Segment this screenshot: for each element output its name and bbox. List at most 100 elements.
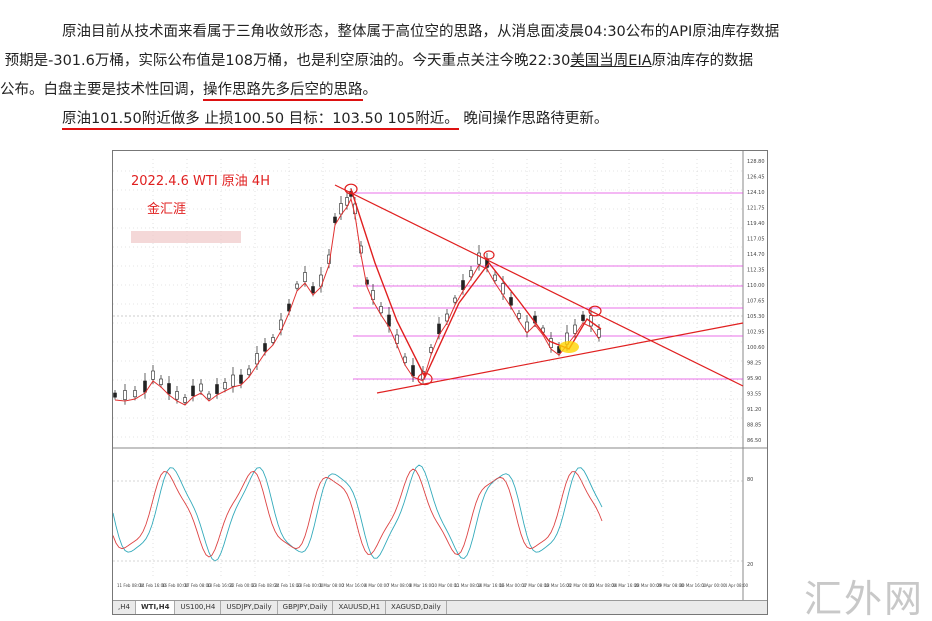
trade-plan-underlined-text: 原油101.50附近做多 止损100.50 目标：103.50 105附近。 — [62, 111, 459, 130]
candle-body — [493, 274, 497, 281]
moving-average-line — [114, 197, 600, 406]
chart-canvas: 128.80 126.45 124.10 121.75 119.40 117.05 114.… — [113, 151, 767, 602]
candle-body — [215, 384, 219, 394]
price-axis-label: 126.45 — [747, 175, 765, 181]
candle-body — [271, 337, 275, 343]
candle-body — [247, 368, 251, 375]
time-axis-label: 17 Mar 08:00 — [522, 583, 549, 588]
osc-axis-label: 80 — [747, 477, 753, 483]
chart-tab[interactable]: XAGUSD,Daily — [386, 601, 447, 614]
candle-body — [123, 390, 127, 400]
time-axis-label: 16 Mar 00:00 — [500, 583, 527, 588]
candle-body — [311, 286, 315, 294]
article-line-1: 原油目前从技术面来看属于三角收敛形态，整体属于高位空的思路，从消息面凌晨04:3… — [62, 24, 780, 40]
price-axis-label: 119.40 — [747, 221, 765, 227]
wave-structure-line — [350, 188, 602, 379]
pivot-circle-marker — [417, 372, 433, 386]
candle-body — [223, 382, 227, 390]
eia-link[interactable]: 美国当周EIA — [570, 53, 652, 69]
price-axis-label: 124.10 — [747, 190, 765, 196]
oscillator-line — [113, 464, 603, 562]
chart-tab[interactable]: GBPJPY,Daily — [278, 601, 334, 614]
chart-tab[interactable]: ,H4 — [113, 601, 136, 614]
candle-body — [379, 306, 383, 314]
price-axis-label: 95.90 — [747, 376, 761, 382]
candle-body — [509, 297, 513, 306]
paragraph-line-1: 原油目前从技术面来看属于三角收敛形态，整体属于高位空的思路，从消息面凌晨04:3… — [62, 18, 882, 47]
price-axis-label: 117.05 — [747, 237, 765, 243]
paragraph-line-4: 原油101.50附近做多 止损100.50 目标：103.50 105附近。 晚… — [62, 105, 882, 134]
time-axis-label: 29 Mar 08:00 — [657, 583, 684, 588]
chart-tab[interactable]: USDJPY,Daily — [221, 601, 278, 614]
time-axis-label: 2 Mar 16:00 — [342, 583, 367, 588]
price-axis-label: 88.85 — [747, 423, 761, 429]
osc-axis-label: 20 — [747, 562, 753, 568]
candle-body — [371, 290, 375, 300]
time-axis-label: 28 Mar 00:00 — [635, 583, 662, 588]
time-axis-label: 24 Feb 16:00 — [275, 583, 302, 588]
price-chart-screenshot: 128.80 126.45 124.10 121.75 119.40 117.05 114.… — [112, 150, 768, 615]
price-axis-label: 107.65 — [747, 299, 765, 305]
chart-tab[interactable]: WTI,H4 — [135, 601, 176, 614]
article-line-2: 预期是-301.6万桶，实际公布值是108万桶，也是利空原油的。今天重点关注今晚… — [4, 53, 571, 69]
candle-body — [167, 383, 171, 395]
time-axis-label: 14 Feb 16:00 — [140, 583, 167, 588]
time-axis-label: 24 Mar 16:00 — [612, 583, 639, 588]
time-axis-label: 1 Apr 00:00 — [702, 583, 726, 588]
candle-body — [445, 313, 449, 322]
candle-body — [151, 370, 155, 380]
price-axis-label: 128.80 — [747, 159, 765, 165]
article-line-3-tail: 。 — [362, 82, 378, 98]
highlight-spot — [559, 341, 579, 353]
candle-body — [239, 374, 243, 384]
candle-body — [501, 283, 505, 295]
candle-body — [345, 197, 349, 206]
chart-tab[interactable]: XAUUSD,H1 — [333, 601, 387, 614]
article-line-3-head: 公布。白盘主要是技术性回调， — [0, 82, 203, 98]
candle-body — [175, 391, 179, 400]
time-axis-label: 4 Mar 00:00 — [365, 583, 390, 588]
candle-body — [597, 329, 601, 338]
candle-body — [263, 343, 267, 352]
site-watermark: 汇外网 — [804, 577, 925, 621]
time-axis-label: 22 Mar 00:00 — [567, 583, 594, 588]
candle-body — [461, 280, 465, 290]
candle-body — [113, 392, 117, 398]
chart-title: 2022.4.6 WTI 原油 4H — [131, 174, 270, 189]
blurred-contact-mosaic — [131, 231, 241, 243]
article-text: 原油目前从技术面来看属于三角收敛形态，整体属于高位空的思路，从消息面凌晨04:3… — [0, 18, 882, 134]
price-axis-label: 86.50 — [747, 438, 761, 444]
candle-body — [365, 279, 369, 285]
time-axis-label: 22 Feb 00:00 — [230, 583, 257, 588]
time-axis-label: 18 Mar 16:00 — [545, 583, 572, 588]
price-axis-label: 91.20 — [747, 407, 761, 413]
price-axis-label: 105.30 — [747, 314, 765, 320]
candle-body — [295, 283, 299, 289]
paragraph-line-3: 公布。白盘主要是技术性回调，操作思路先多后空的思路。 — [0, 76, 882, 105]
time-axis-label: 11 Mar 08:00 — [455, 583, 482, 588]
candle-body — [143, 380, 147, 393]
candle-body — [525, 321, 529, 333]
time-axis-label: 11 Feb 08:00 — [117, 583, 144, 588]
candle-body — [581, 314, 585, 321]
time-axis-label: 14 Mar 16:00 — [477, 583, 504, 588]
candle-body — [133, 390, 137, 398]
time-axis-label: 18 Feb 16:00 — [207, 583, 234, 588]
candle-body — [199, 383, 203, 392]
price-axis-label: 98.25 — [747, 361, 761, 367]
time-axis-label: 10 Mar 00:00 — [432, 583, 459, 588]
paragraph-line-2: 预期是-301.6万桶，实际公布值是108万桶，也是利空原油的。今天重点关注今晚… — [0, 47, 882, 76]
time-axis-label: 23 Feb 08:00 — [252, 583, 279, 588]
time-axis-label: 30 Mar 16:00 — [680, 583, 707, 588]
oscillator-line — [113, 468, 603, 558]
chart-author: 金汇涯 — [147, 201, 186, 217]
candle-body — [477, 252, 481, 265]
candle-body — [159, 378, 163, 385]
chart-tab[interactable]: US100,H4 — [175, 601, 222, 614]
candle-body — [255, 353, 259, 365]
time-axis-label: 7 Mar 08:00 — [387, 583, 412, 588]
candle-body — [387, 314, 391, 327]
candle-body — [411, 365, 415, 377]
price-axis-label: 100.60 — [747, 345, 765, 351]
price-axis-label: 102.95 — [747, 330, 765, 336]
